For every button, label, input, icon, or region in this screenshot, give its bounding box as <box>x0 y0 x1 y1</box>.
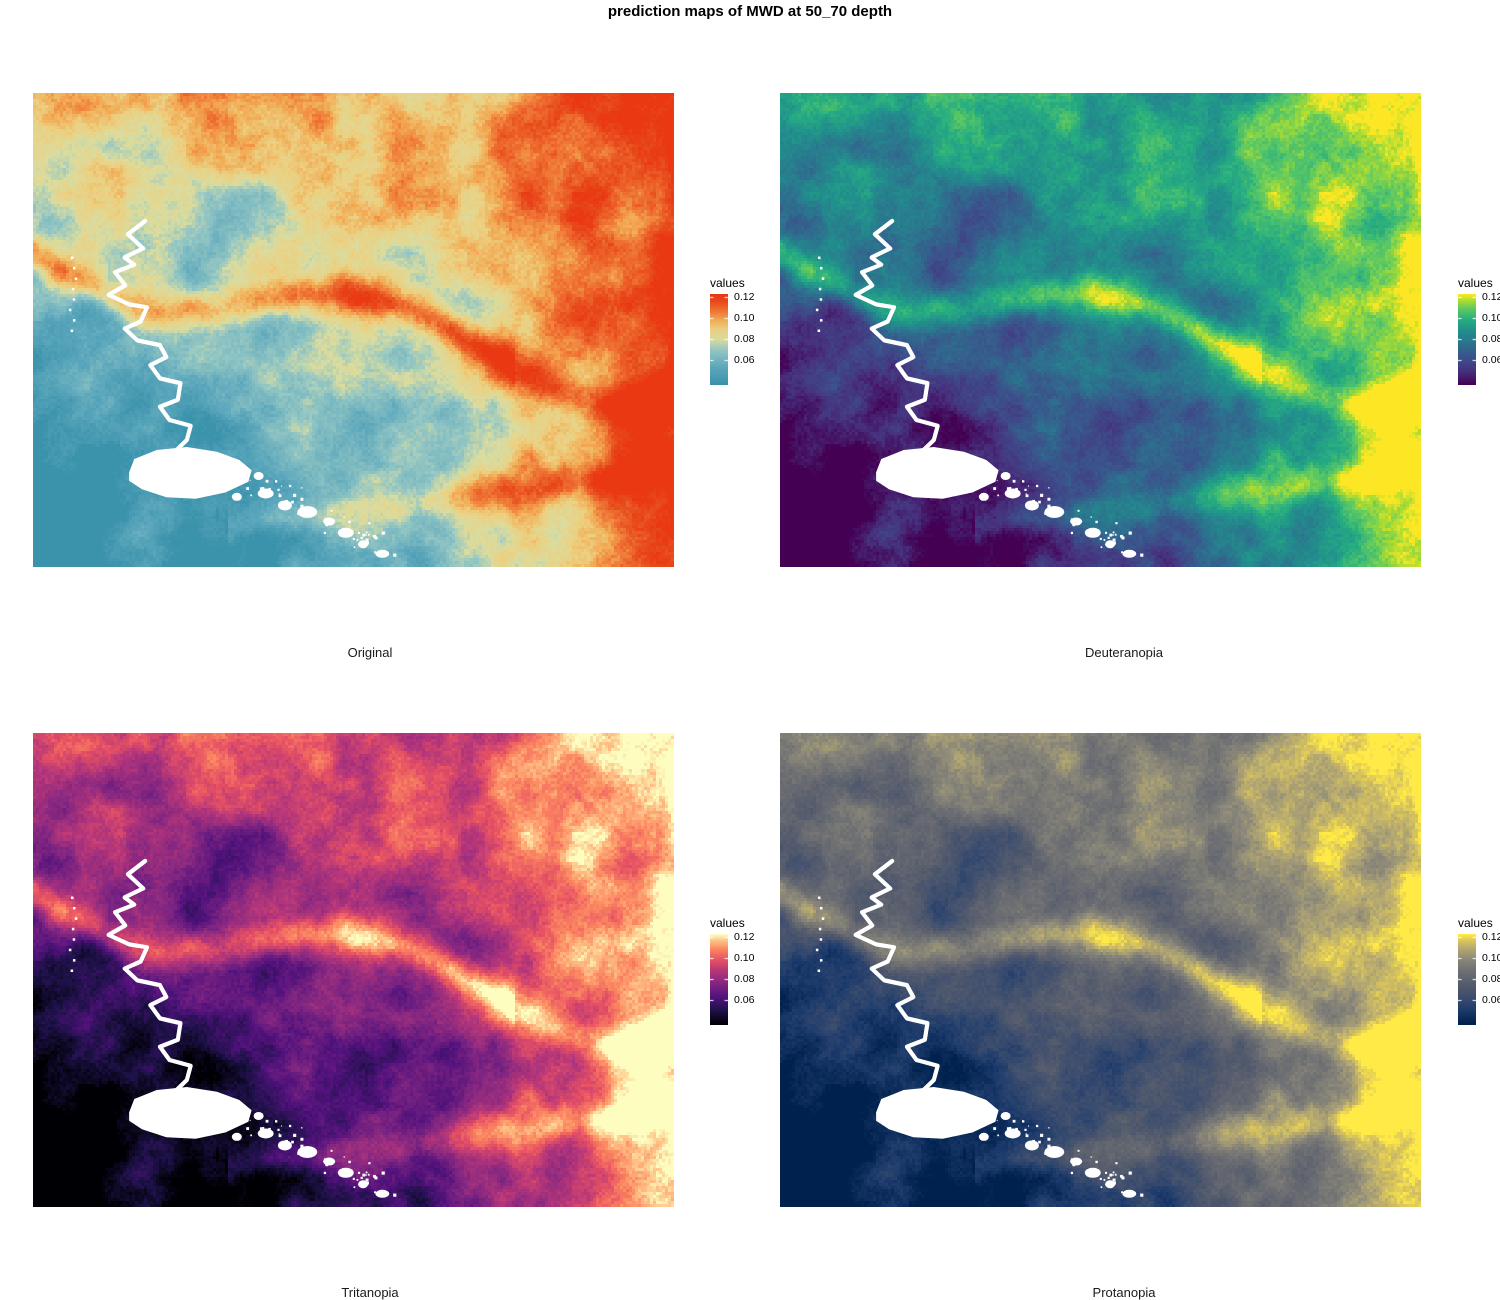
figure-title: prediction maps of MWD at 50_70 depth <box>607 3 893 20</box>
legend-tick-label: 0.08 <box>734 333 755 345</box>
legend-tick-label: 0.12 <box>1482 931 1500 943</box>
legend-colorbar <box>710 294 728 385</box>
legend-tick-label: 0.10 <box>734 952 755 964</box>
panel-deuteranopia <box>780 93 1421 567</box>
map-raster-original <box>33 93 674 567</box>
legend-tick-label: 0.08 <box>734 973 755 985</box>
legend-deuteranopia: values 0.12 0.10 0.08 0.06 <box>1458 276 1500 385</box>
caption-original: Original <box>347 645 393 660</box>
panel-original <box>33 93 674 567</box>
caption-protanopia: Protanopia <box>1092 1285 1156 1300</box>
map-raster-tritanopia <box>33 733 674 1207</box>
legend-tick-label: 0.06 <box>734 994 755 1006</box>
map-raster-deuteranopia <box>780 93 1421 567</box>
legend-title: values <box>1458 916 1493 930</box>
legend-title: values <box>1458 276 1493 290</box>
legend-tick-label: 0.10 <box>1482 312 1500 324</box>
legend-tick-label: 0.06 <box>734 354 755 366</box>
legend-tick-label: 0.10 <box>734 312 755 324</box>
legend-protanopia: values 0.12 0.10 0.08 0.06 <box>1458 916 1500 1025</box>
legend-tick-label: 0.12 <box>734 931 755 943</box>
legend-colorbar <box>1458 294 1476 385</box>
legend-tick-label: 0.06 <box>1482 354 1500 366</box>
legend-tick-label: 0.10 <box>1482 952 1500 964</box>
legend-colorbar <box>710 934 728 1025</box>
legend-tick-label: 0.08 <box>1482 333 1500 345</box>
legend-colorbar <box>1458 934 1476 1025</box>
caption-deuteranopia: Deuteranopia <box>1084 645 1164 660</box>
legend-tick-label: 0.08 <box>1482 973 1500 985</box>
panel-protanopia <box>780 733 1421 1207</box>
legend-title: values <box>710 276 745 290</box>
legend-tick-label: 0.12 <box>734 291 755 303</box>
caption-tritanopia: Tritanopia <box>341 1285 399 1300</box>
map-raster-protanopia <box>780 733 1421 1207</box>
legend-tick-label: 0.06 <box>1482 994 1500 1006</box>
legend-tritanopia: values 0.12 0.10 0.08 0.06 <box>710 916 780 1025</box>
legend-tick-label: 0.12 <box>1482 291 1500 303</box>
legend-title: values <box>710 916 745 930</box>
panel-tritanopia <box>33 733 674 1207</box>
legend-original: values 0.12 0.10 0.08 0.06 <box>710 276 780 385</box>
